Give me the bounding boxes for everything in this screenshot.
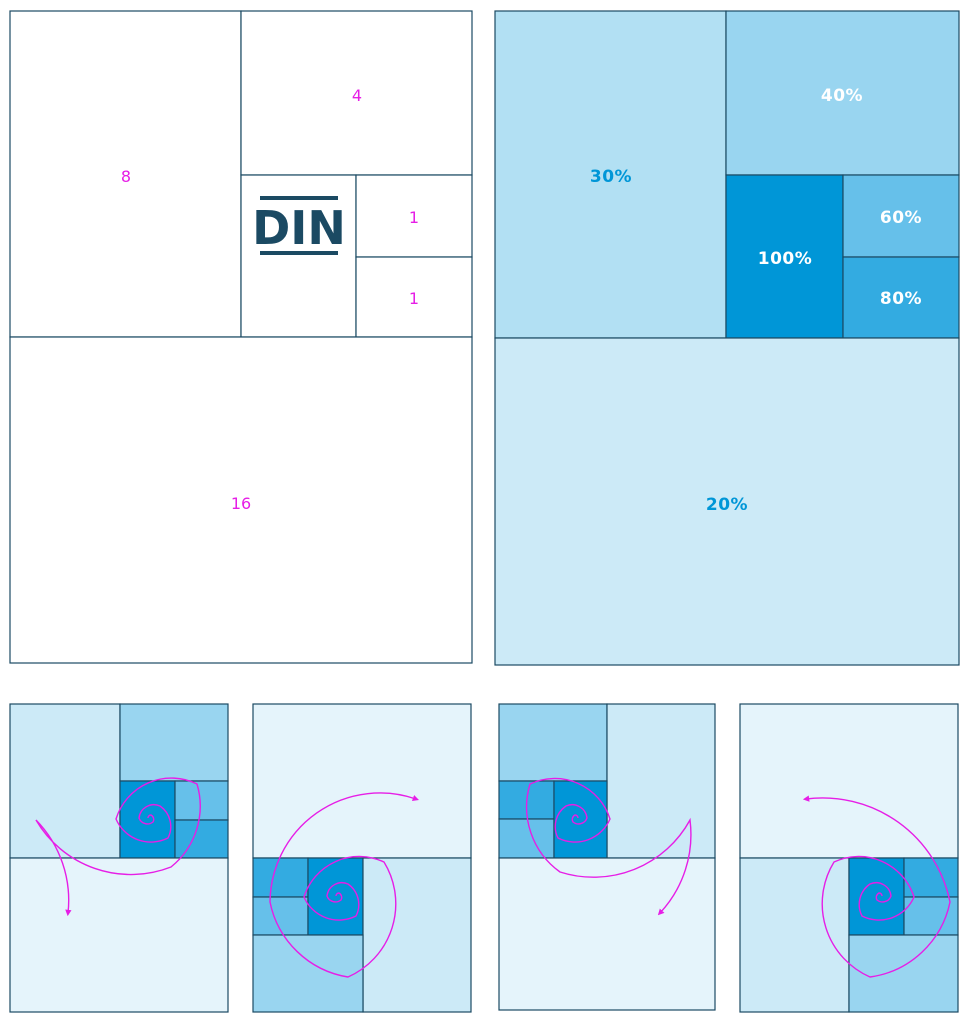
- cell-1-top: [355, 174, 473, 258]
- v2-right-20: [362, 857, 472, 1013]
- v3-small-60: [498, 818, 555, 859]
- v4-small-60: [903, 896, 959, 936]
- v4-left-20: [739, 857, 850, 1013]
- label-16: 16: [231, 494, 251, 513]
- v1-top-40: [119, 703, 229, 782]
- tint-label-100: 100%: [758, 249, 813, 269]
- din-logo-text: DIN: [252, 201, 346, 255]
- din-logo-top-bar: [260, 196, 338, 200]
- tint-label-30: 30%: [590, 167, 632, 187]
- spiral-variant-2: [252, 703, 472, 1013]
- v3-bottom-10: [498, 857, 716, 1011]
- v2-top-10: [252, 703, 472, 859]
- v1-core-100: [119, 780, 176, 859]
- label-1-top: 1: [409, 208, 419, 227]
- v4-bottom-40: [848, 934, 959, 1013]
- v3-spiral: [525, 777, 692, 916]
- v1-small-80: [174, 819, 229, 859]
- cell-8: [9, 10, 242, 338]
- tint-20: [494, 337, 960, 666]
- v3-right-20: [606, 703, 716, 859]
- spiral-variant-4: [739, 703, 959, 1013]
- tint-labels: 30% 40% 100% 60% 80% 20%: [590, 86, 922, 515]
- spiral-variant-3: [498, 703, 716, 1011]
- v1-small-60: [174, 780, 229, 821]
- tint-label-60: 60%: [880, 208, 922, 228]
- cell-16: [9, 336, 473, 664]
- label-1-bottom: 1: [409, 289, 419, 308]
- v4-top-10: [739, 703, 959, 859]
- label-8: 8: [121, 167, 131, 186]
- cell-1-bottom: [355, 256, 473, 338]
- tint-label-40: 40%: [821, 86, 863, 106]
- cell-4: [240, 10, 473, 176]
- v1-bottom-20: [9, 857, 229, 1013]
- v2-bottom-40: [252, 934, 364, 1013]
- v1-spiral: [35, 777, 201, 917]
- tint-label-20: 20%: [706, 495, 748, 515]
- v4-spiral: [802, 795, 951, 978]
- spiral-variant-1: [9, 703, 229, 1013]
- tint-60: [842, 174, 960, 258]
- din-logo-bottom-bar: [260, 251, 338, 255]
- proportion-grid: [9, 10, 473, 664]
- v2-small-80: [252, 857, 309, 898]
- v3-core-100: [553, 780, 608, 859]
- v2-core-100: [307, 857, 364, 936]
- tint-grid: [494, 10, 960, 666]
- proportion-labels: 8 4 1 1 16: [121, 86, 419, 513]
- v2-spiral: [269, 792, 419, 978]
- logo-cell: [240, 174, 357, 338]
- tint-label-80: 80%: [880, 289, 922, 309]
- tint-100: [725, 174, 844, 339]
- tint-30: [494, 10, 727, 339]
- tint-40: [725, 10, 960, 176]
- label-4: 4: [352, 86, 362, 105]
- v3-top-40: [498, 703, 608, 782]
- v1-big-30: [9, 703, 121, 859]
- din-logo: DIN: [252, 196, 346, 255]
